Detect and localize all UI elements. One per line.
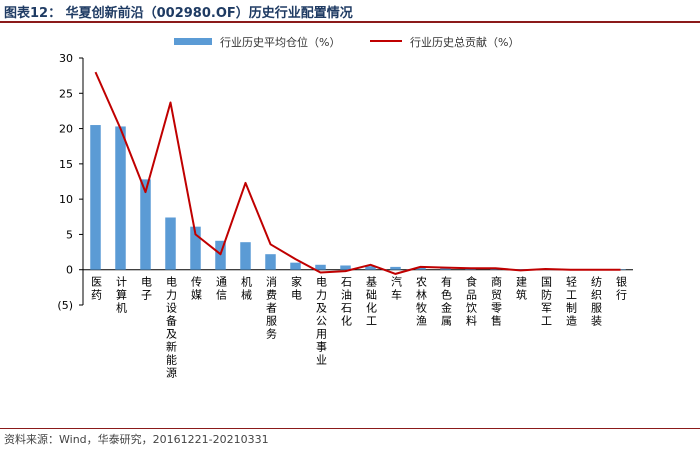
y-tick-label: 10 — [59, 193, 73, 206]
bar — [390, 266, 401, 270]
x-category-label: 农林牧渔 — [416, 275, 427, 328]
bar — [340, 265, 351, 270]
legend-bar-swatch — [174, 38, 212, 45]
x-category-label: 电子 — [141, 276, 152, 302]
x-category-label: 通信 — [216, 276, 227, 302]
chart-title: 图表12： 华夏创新前沿（002980.OF）历史行业配置情况 — [4, 6, 353, 21]
bar — [515, 269, 526, 270]
x-category-label: 家电 — [291, 275, 302, 302]
bar — [115, 126, 126, 270]
x-category-label: 轻工制造 — [566, 275, 577, 328]
y-tick-label: 25 — [59, 87, 73, 100]
y-tick-label: 15 — [59, 158, 73, 171]
bar — [140, 179, 151, 270]
x-category-label: 计算机 — [116, 276, 127, 315]
legend-line-label: 行业历史总贡献（%） — [410, 35, 519, 49]
x-category-label: 纺织服装 — [591, 275, 602, 328]
bar — [90, 125, 101, 270]
y-tick-label: 30 — [59, 52, 73, 65]
legend: 行业历史平均仓位（%） 行业历史总贡献（%） — [174, 35, 519, 49]
x-category-label: 有色金属 — [441, 275, 452, 328]
bar — [415, 267, 426, 270]
x-category-label: 医药 — [91, 276, 102, 302]
line-series — [94, 71, 621, 275]
contribution-line — [94, 71, 621, 275]
x-category-label: 石油石化 — [341, 276, 352, 328]
x-category-label: 国防军工 — [541, 276, 552, 328]
x-category-label: 机械 — [241, 275, 252, 302]
x-category-label: 银行 — [616, 275, 627, 302]
x-category-label: 基础化工 — [366, 276, 377, 328]
x-category-label: 汽车 — [391, 275, 402, 302]
x-category-label: 食品饮料 — [466, 275, 477, 328]
footer-divider — [0, 428, 700, 429]
x-category-label: 消费者服务 — [266, 275, 277, 341]
bar — [240, 242, 251, 270]
bar — [215, 240, 226, 270]
chart: 行业历史平均仓位（%） 行业历史总贡献（%） 30 25 20 15 10 5 0 (5) 医… — [57, 35, 633, 380]
bar — [265, 254, 276, 270]
y-tick-label: 0 — [66, 264, 73, 277]
x-category-label: 电力设备及新能源 — [166, 276, 177, 380]
y-tick-label: (5) — [57, 299, 73, 312]
x-category-label: 电力及公用事业 — [316, 276, 327, 367]
source-note: 资料来源：Wind，华泰研究，20161221-20210331 — [4, 433, 269, 446]
x-category-label: 传媒 — [191, 276, 202, 302]
title-divider — [0, 21, 700, 23]
bar — [365, 266, 376, 270]
bar-series — [90, 125, 626, 270]
bar — [190, 226, 201, 270]
y-tick-label: 5 — [66, 228, 73, 241]
x-category-label: 商贸零售 — [491, 275, 502, 328]
bar — [290, 262, 301, 270]
legend-bar-label: 行业历史平均仓位（%） — [220, 35, 340, 49]
bar — [165, 217, 176, 270]
bar — [440, 267, 451, 270]
x-category-label: 建筑 — [516, 275, 527, 302]
bar — [315, 264, 326, 270]
y-tick-label: 20 — [59, 123, 73, 136]
